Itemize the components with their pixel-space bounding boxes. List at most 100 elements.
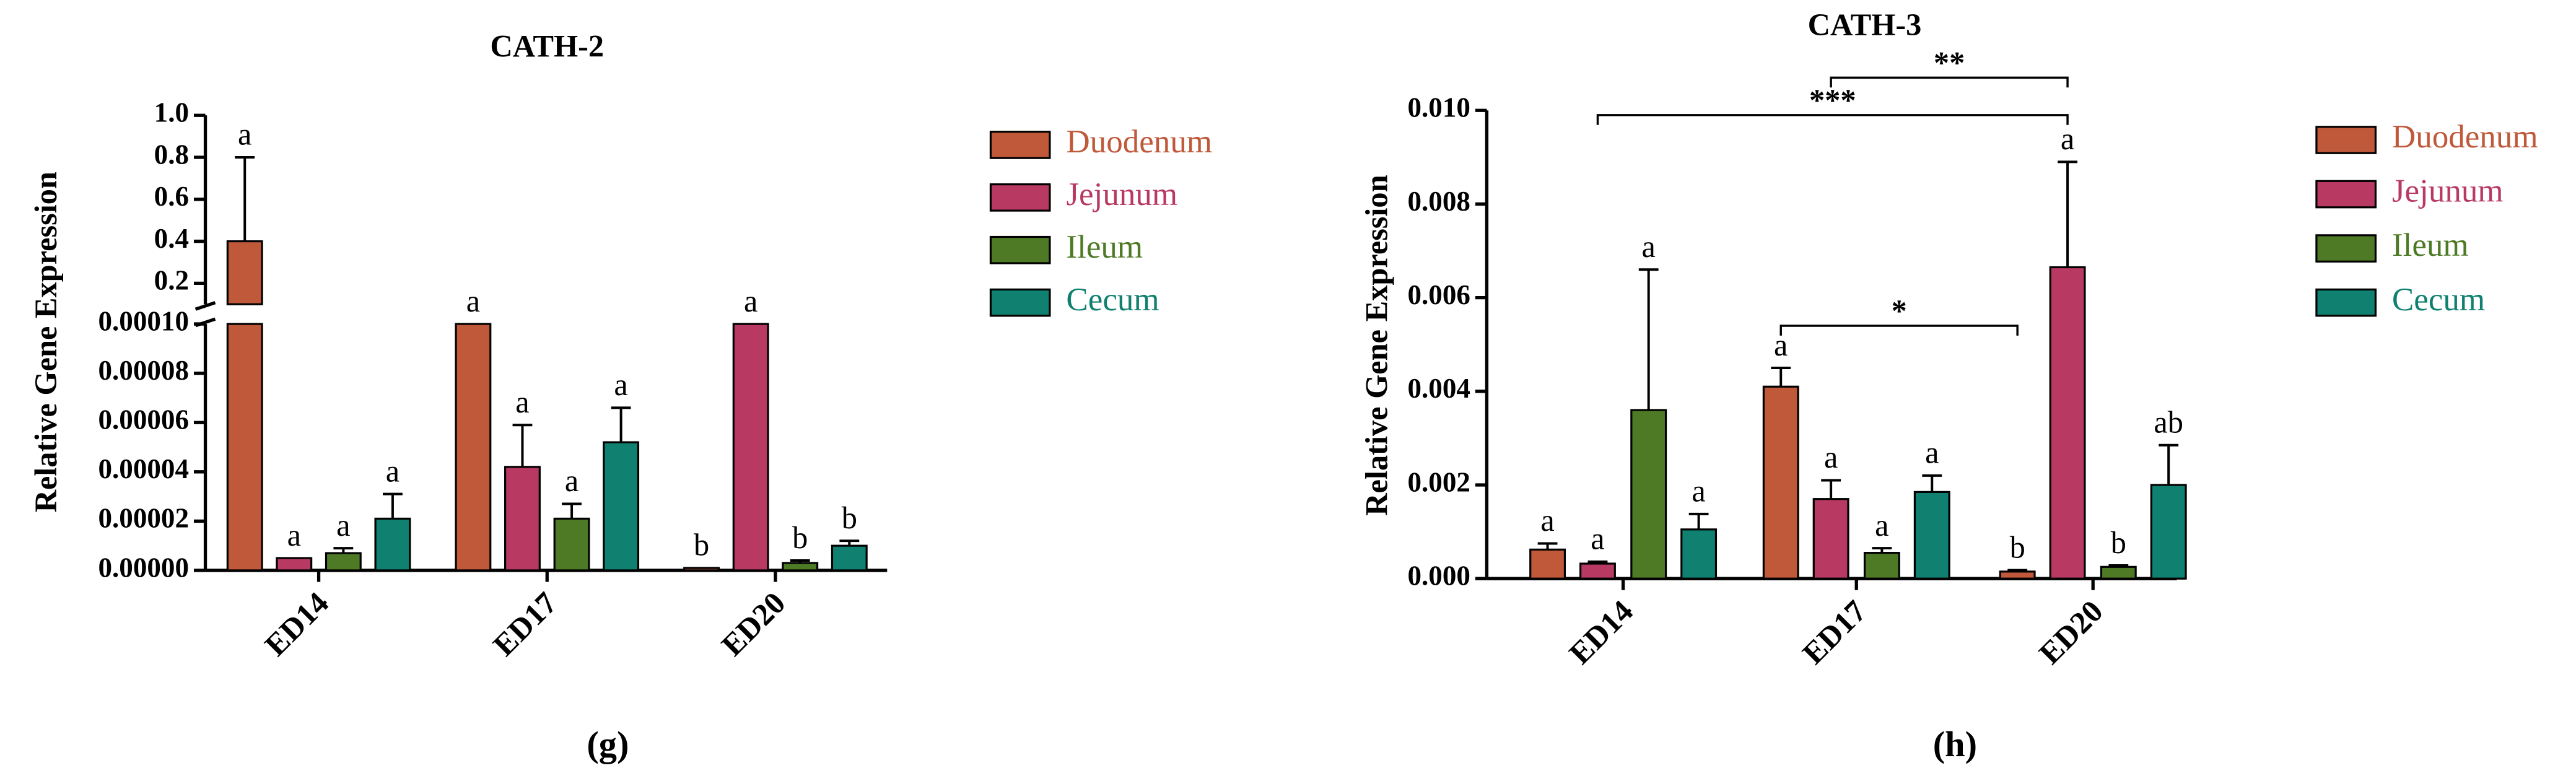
bar [1863,552,1900,580]
bar [831,544,868,572]
legend-swatch [989,131,1051,159]
legend-swatch [2315,180,2377,209]
bar [226,240,263,305]
significance-label: *** [1809,83,1856,118]
bar [1762,385,1799,580]
bar [1579,562,1616,580]
significance-letter: a [1591,521,1604,556]
significance-letter: a [1692,474,1705,508]
legend-label: Ileum [1066,229,1143,265]
legend-label: Duodenum [2392,119,2538,155]
significance-letter: a [614,367,627,402]
significance-letter: a [515,385,529,419]
panel-label: (h) [1933,724,1977,764]
significance-letter: a [336,508,350,543]
axis-break [194,317,216,328]
y-tick-label: 0.8 [154,139,189,170]
legend-swatch [989,235,1051,264]
bar [1680,528,1718,580]
bar [1913,491,1950,580]
x-tick-label: ED14 [258,585,335,663]
significance-letter: b [792,520,808,555]
bar [732,323,769,572]
bar [276,557,313,572]
significance-letter: a [1540,503,1554,538]
y-tick-label: 0.00010 [98,305,190,336]
bar [603,441,640,572]
bar [1812,498,1849,580]
bar [683,567,720,572]
legend-label: Jejunum [1066,177,1177,212]
axis-break [194,301,216,311]
bar [504,466,541,572]
y-axis-label: Relative Gene Expression [28,172,63,512]
bar [1630,409,1667,580]
bar [1529,548,1566,580]
y-tick-label: 0.006 [1407,279,1470,310]
significance-bracket [1830,76,2069,88]
legend-label: Cecum [1066,282,1159,318]
legend-swatch [989,288,1051,317]
legend-label: Cecum [2392,282,2485,318]
significance-letter: a [1642,229,1656,264]
y-tick-label: 0.00004 [98,453,190,484]
y-tick-label: 1.0 [154,97,189,128]
significance-letter: a [1824,440,1838,474]
x-tick-label: ED20 [715,585,792,663]
legend-label: Duodenum [1066,124,1212,160]
legend-swatch [2315,126,2377,154]
significance-letter: a [565,463,579,498]
legend-label: Ileum [2392,227,2469,263]
significance-letter: a [2061,121,2074,156]
significance-letter: a [1925,435,1939,470]
significance-letter: b [2010,530,2025,564]
significance-letter: a [238,117,251,152]
legend-swatch [2315,234,2377,263]
y-axis-label: Relative Gene Expression [1360,175,1394,515]
x-tick-label: ED17 [486,585,564,663]
significance-letter: b [694,528,709,562]
significance-letter: a [744,284,758,318]
y-tick-label: 0.008 [1407,186,1470,217]
significance-label: * [1892,294,1907,328]
bar [2150,484,2187,580]
bar [325,552,362,572]
bar [226,323,263,572]
y-tick-label: 0.00008 [98,355,190,386]
y-tick-label: 0.004 [1407,373,1470,404]
bar [374,517,411,572]
bar [1999,570,2036,580]
y-tick-label: 0.4 [154,223,189,254]
chart-title: CATH-3 [1808,7,1922,42]
legend-swatch [989,183,1051,212]
significance-letter: a [1774,328,1788,362]
x-tick-label: ED20 [2032,593,2110,671]
x-tick-label: ED14 [1562,593,1639,671]
bar [2049,266,2086,580]
legend-label: Jejunum [2392,173,2504,209]
y-tick-label: 0.2 [154,265,189,296]
panel-label: (g) [587,724,629,764]
significance-letter: a [386,453,399,488]
bar [782,562,819,572]
y-tick-label: 0.010 [1407,92,1470,123]
significance-label: ** [1934,45,1965,80]
y-tick-label: 0.6 [154,181,189,212]
y-tick-label: 0.00000 [98,552,190,583]
significance-letter: a [466,284,480,318]
legend-swatch [2315,288,2377,317]
significance-letter: b [842,500,857,535]
y-tick-label: 0.000 [1407,561,1470,591]
significance-bracket [1596,114,2069,125]
significance-letter: b [2111,525,2126,560]
x-tick-label: ED17 [1796,593,1873,671]
significance-letter: a [1875,508,1888,543]
y-tick-label: 0.00006 [98,404,190,435]
y-tick-label: 0.002 [1407,466,1470,497]
chart-title: CATH-2 [490,29,604,64]
significance-letter: a [287,518,301,552]
significance-letter: ab [2154,404,2183,439]
y-tick-label: 0.00002 [98,503,190,534]
significance-bracket [1779,325,2019,336]
